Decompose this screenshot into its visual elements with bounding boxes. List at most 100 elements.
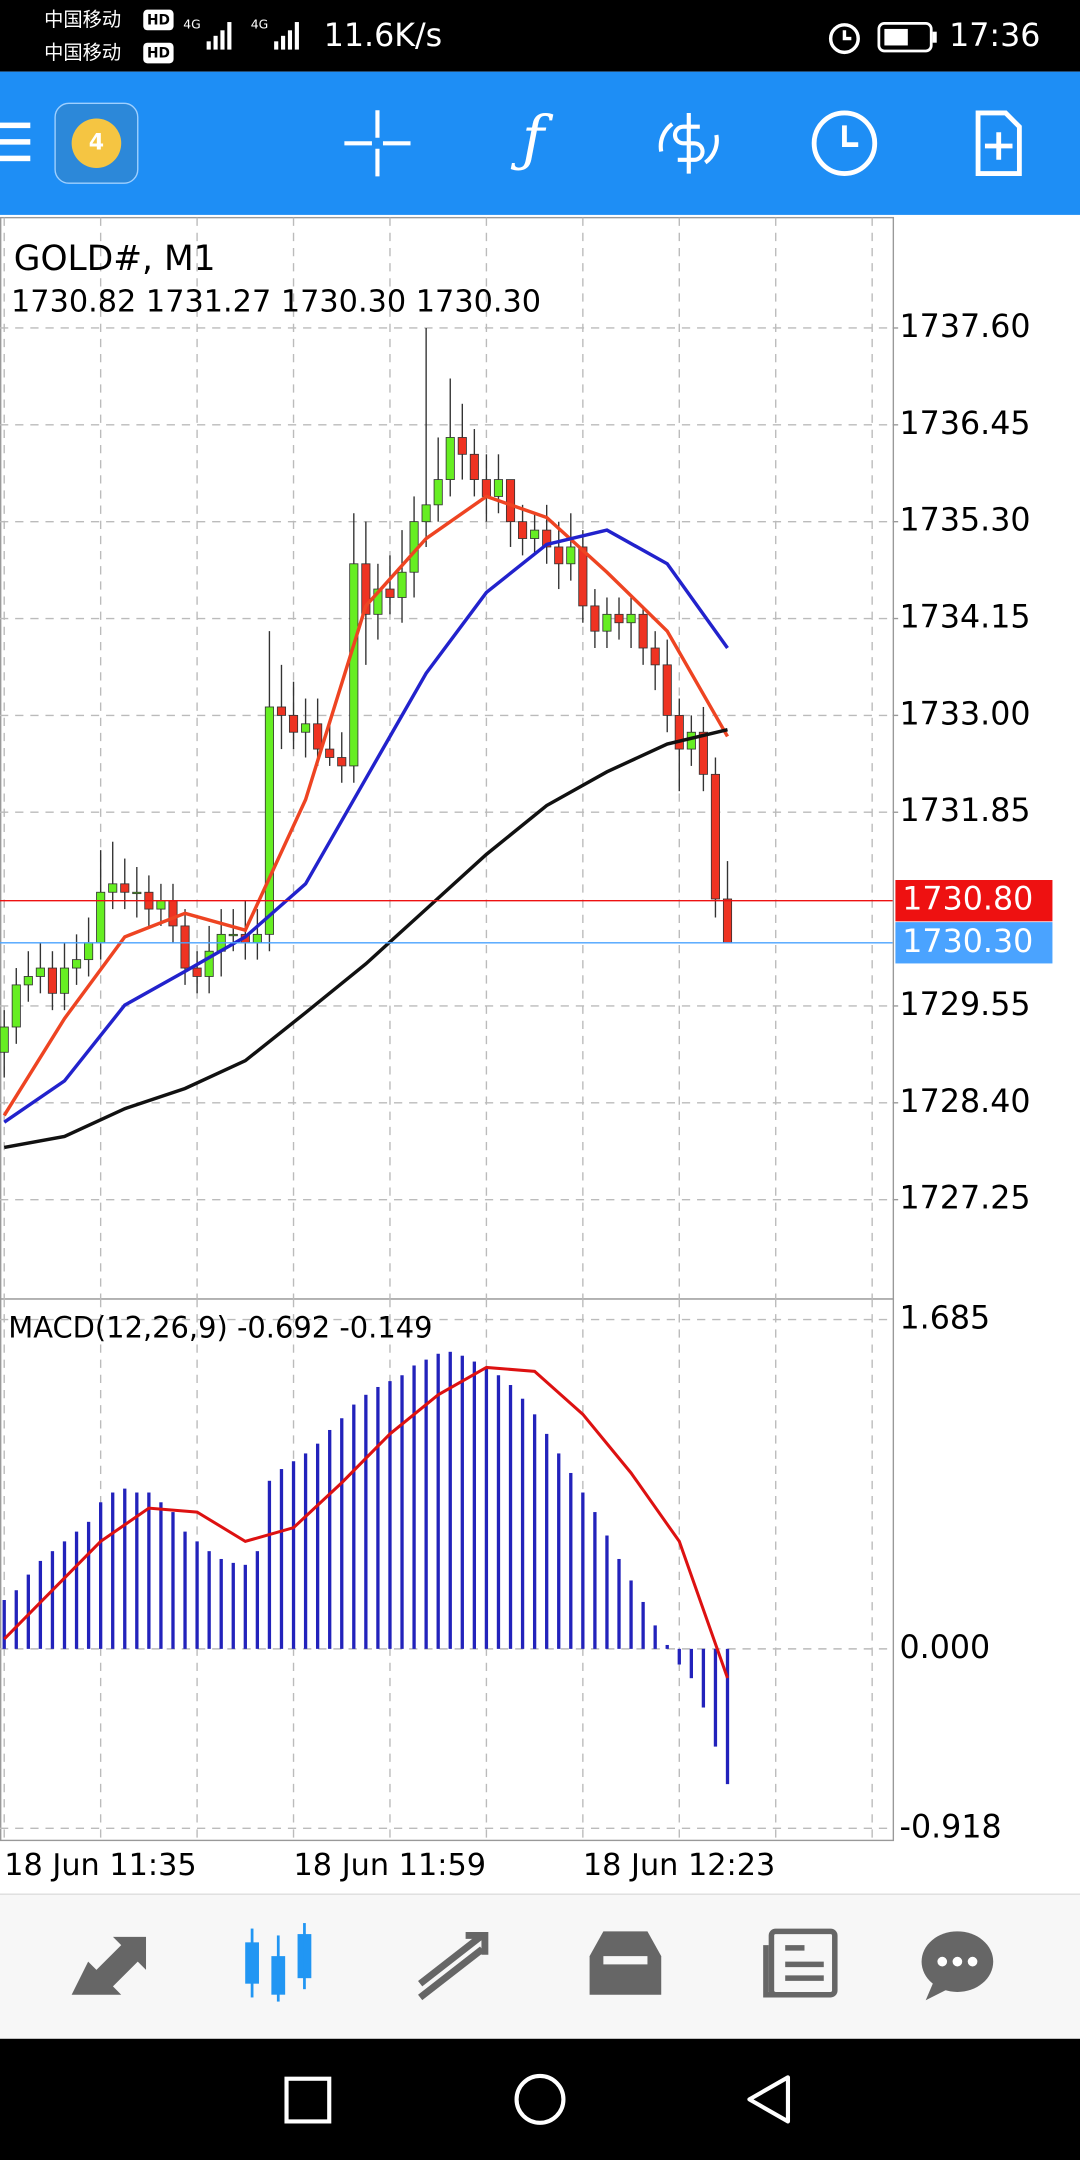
macd-bar	[171, 1512, 175, 1649]
macd-bar	[231, 1562, 235, 1649]
candle-body	[602, 613, 612, 632]
macd-bar	[472, 1361, 477, 1649]
macd-bar	[653, 1625, 657, 1649]
macd-bar	[74, 1531, 79, 1649]
candle-body	[650, 647, 660, 666]
recent-apps-button[interactable]	[284, 2076, 332, 2124]
menu-button[interactable]	[0, 122, 31, 162]
y-tick-label: 1729.55	[900, 987, 1031, 1023]
candle-body	[156, 900, 166, 910]
candle-body	[192, 967, 202, 977]
home-button[interactable]	[514, 2073, 566, 2125]
macd-bar	[545, 1433, 549, 1649]
candle-body	[23, 976, 33, 986]
candle-body	[72, 959, 82, 969]
clock: 17:36	[949, 18, 1040, 54]
macd-bar	[400, 1375, 404, 1649]
macd-bar	[111, 1492, 115, 1649]
timeframe-button[interactable]	[811, 110, 878, 176]
macd-bar	[147, 1492, 151, 1649]
macd-bar	[617, 1558, 621, 1649]
candle-body	[180, 925, 190, 969]
y-tick-label: 1737.60	[900, 309, 1031, 345]
y-tick-label: 1734.15	[900, 600, 1031, 636]
x-tick-label: 18 Jun 12:23	[583, 1848, 775, 1883]
macd-bar	[207, 1551, 211, 1649]
candle-body	[590, 605, 600, 632]
bottom-nav	[0, 1894, 1080, 2039]
macd-bar	[701, 1648, 706, 1708]
carrier: 中国移动	[44, 8, 121, 31]
crosshair-button[interactable]	[344, 110, 411, 177]
macd-bar	[520, 1398, 525, 1649]
candle-body	[59, 967, 70, 994]
ask-label: 1730.30	[902, 924, 1033, 960]
trade-button[interactable]	[658, 112, 719, 174]
hd-badge	[143, 9, 174, 31]
candle-body	[264, 706, 274, 935]
moving-average	[3, 528, 729, 1124]
macd-bar	[496, 1375, 501, 1649]
macd-bar	[50, 1551, 55, 1649]
macd-bar	[629, 1580, 633, 1649]
candle-body	[421, 504, 431, 523]
macd-bar	[569, 1472, 573, 1649]
macd-bar	[412, 1365, 416, 1649]
candle-body	[361, 563, 371, 615]
candle-body	[96, 891, 106, 944]
y-tick-label: 0.000	[900, 1630, 991, 1666]
macd-bar	[436, 1353, 440, 1649]
nav-news[interactable]	[763, 1928, 838, 1998]
macd-bar	[725, 1648, 730, 1785]
macd-bar	[376, 1386, 380, 1649]
macd-bar	[315, 1443, 320, 1649]
candle-body	[554, 546, 564, 565]
macd-bar	[159, 1502, 163, 1649]
candle-body	[457, 437, 467, 455]
macd-bar	[665, 1644, 669, 1649]
price-panel	[0, 216, 895, 1300]
candle-body	[433, 479, 443, 506]
candle-body	[276, 706, 287, 716]
template-button[interactable]	[975, 110, 1022, 176]
hd-text: HD	[147, 13, 170, 29]
macd-bar	[267, 1480, 272, 1649]
nav-quotes[interactable]	[71, 1936, 147, 1995]
back-button[interactable]	[747, 2075, 791, 2124]
nav-chart[interactable]	[245, 1923, 312, 2002]
candle-body	[288, 714, 299, 733]
candle-body	[301, 723, 311, 733]
candle-body	[505, 479, 516, 523]
y-tick-label: 1728.40	[900, 1084, 1031, 1120]
macd-bar	[364, 1394, 368, 1649]
system-nav	[0, 2038, 1080, 2160]
candle-body	[228, 933, 238, 937]
macd-bar	[424, 1359, 428, 1649]
nav-chat[interactable]	[921, 1931, 994, 2001]
macd-bar	[219, 1558, 223, 1649]
candle-body	[542, 529, 552, 548]
candle-body	[84, 942, 94, 961]
candle-body	[722, 898, 733, 944]
candle-body	[35, 967, 45, 977]
nav-history[interactable]	[589, 1931, 662, 1995]
candle-body	[385, 588, 395, 598]
bid-label: 1730.80	[902, 882, 1033, 918]
macd-bar	[713, 1648, 718, 1747]
app-logo[interactable]: 4	[54, 102, 139, 184]
candle-body	[349, 563, 359, 767]
macd-bar	[2, 1600, 6, 1649]
macd-bar	[508, 1385, 513, 1649]
candle-body	[638, 613, 648, 649]
macd-bar	[460, 1355, 464, 1649]
candle-body	[0, 1026, 9, 1053]
macd-bar	[26, 1574, 30, 1649]
y-tick-label: 1727.25	[900, 1181, 1031, 1217]
nav-trade[interactable]	[418, 1932, 489, 2001]
chart-area: 18 Jun 11:35 18 Jun 11:59 18 Jun 12:23 1737…	[0, 216, 1053, 1883]
macd-bar	[484, 1367, 489, 1649]
candle-body	[108, 883, 118, 893]
macd-bar	[532, 1414, 537, 1649]
y-tick-label: 1736.45	[900, 406, 1031, 442]
